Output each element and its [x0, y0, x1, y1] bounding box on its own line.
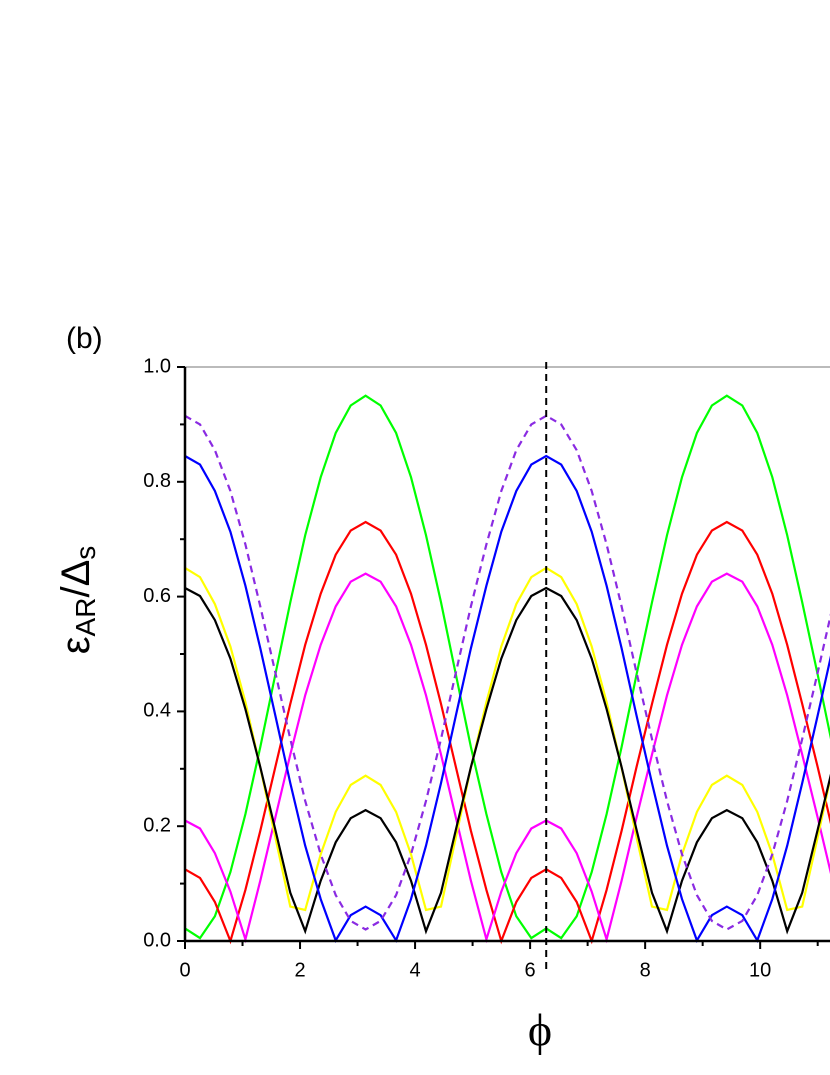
- y-tick-label: 0.2: [143, 814, 171, 836]
- x-tick-label: 10: [749, 959, 771, 981]
- y-label-part: /Δ: [54, 560, 98, 598]
- x-tick-label: 8: [640, 959, 651, 981]
- x-tick-label: 0: [179, 959, 190, 981]
- y-label-part: AR: [70, 598, 101, 637]
- series-line: [184, 414, 830, 931]
- series-line: [184, 454, 830, 943]
- y-tick-label: 0.0: [143, 929, 171, 951]
- y-axis-label: εAR/Δs: [54, 546, 102, 655]
- x-tick-label: 6: [525, 959, 536, 981]
- panel-label: (b): [66, 322, 103, 355]
- x-tick-label: 2: [294, 959, 305, 981]
- y-label-part: s: [70, 546, 101, 560]
- y-tick-label: 0.6: [143, 585, 171, 607]
- y-label-part: ε: [54, 636, 98, 654]
- x-axis-label: ϕ: [528, 1005, 552, 1056]
- series-line: [184, 586, 830, 935]
- y-tick-label: 0.8: [143, 470, 171, 492]
- x-tick-label: 4: [410, 959, 421, 981]
- y-tick-label: 1.0: [143, 355, 171, 377]
- y-tick-label: 0.4: [143, 700, 171, 722]
